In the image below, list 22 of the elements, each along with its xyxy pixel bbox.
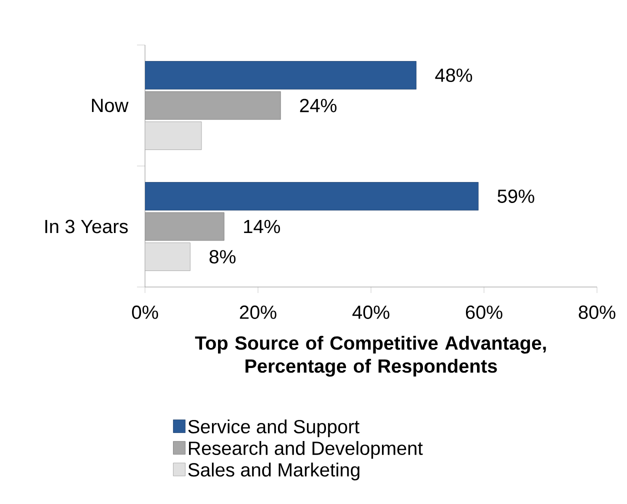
data-label: 8%: [210, 250, 236, 264]
bar: [145, 182, 479, 210]
legend-label: Sales and Marketing: [188, 462, 360, 480]
x-tick-label: 20%: [240, 306, 276, 319]
data-label: 14%: [244, 220, 280, 234]
data-label: 48%: [435, 68, 472, 82]
y-tick-label: In 3 Years: [45, 220, 128, 234]
x-tick-label: 0%: [132, 306, 158, 319]
legend-label: Research and Development: [189, 441, 423, 459]
x-tick-label: 40%: [352, 306, 390, 319]
x-tick-label: 80%: [578, 306, 616, 319]
bar: [145, 122, 202, 150]
data-label: 24%: [300, 98, 336, 112]
data-label: 59%: [498, 190, 534, 203]
bar: [145, 212, 224, 241]
bar: [145, 242, 190, 271]
legend-label: Service and Support: [188, 419, 360, 438]
bar: [145, 61, 416, 90]
bar: [145, 91, 281, 120]
x-tick-label: 60%: [466, 306, 502, 319]
y-tick-label: Now: [92, 98, 129, 112]
x-axis-title: Top Source of Competitive Advantage, Percentage of Respondents: [195, 336, 546, 377]
